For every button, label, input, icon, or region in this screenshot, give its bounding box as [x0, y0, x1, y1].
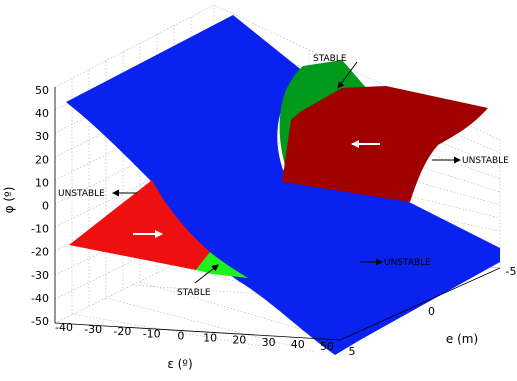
e-tick-label: 5 — [349, 345, 356, 358]
phi-tick-label: -30 — [31, 269, 49, 282]
unstable-upper-region — [282, 86, 488, 202]
phi-tick-label: 0 — [42, 200, 49, 213]
arrow-stable-bottom — [194, 264, 219, 284]
e-axis-label: e (m) — [446, 332, 478, 346]
phi-tick-label: 20 — [35, 153, 49, 166]
e-axis-line — [339, 267, 501, 341]
label-unstable-lower-right: UNSTABLE — [384, 258, 431, 268]
epsilon-tick-label: 40 — [291, 338, 305, 351]
arrow-stable-top — [337, 61, 358, 89]
label-stable-bottom: STABLE — [177, 288, 211, 298]
phi-tick-labels: 50 40 30 20 10 0 -10 -20 -30 -40 -50 — [31, 84, 49, 328]
box-edges — [54, 87, 501, 341]
label-unstable-right: UNSTABLE — [462, 156, 509, 166]
surfaces — [66, 15, 500, 355]
epsilon-tick-label: -30 — [84, 323, 102, 336]
epsilon-tick-label: -10 — [143, 327, 161, 340]
right-wall-frame — [213, 4, 501, 269]
e-tick-label: -5 — [506, 265, 517, 278]
phi-tick-label: 50 — [35, 84, 49, 97]
left-wall-frame — [54, 4, 215, 324]
unstable-lower-region — [69, 180, 210, 270]
phi-tick-label: -10 — [31, 223, 49, 236]
epsilon-tick-label: 20 — [232, 334, 246, 347]
epsilon-tick-label: 10 — [203, 332, 217, 345]
phi-tick-label: -40 — [31, 292, 49, 305]
annotation-labels: STABLE UNSTABLE UNSTABLE UNSTABLE STABLE — [58, 54, 509, 298]
e-tick-labels: 5 0 -5 — [349, 265, 517, 358]
epsilon-axis-line — [54, 322, 341, 341]
phi-tick-label: -20 — [31, 246, 49, 259]
epsilon-axis-label: ε (º) — [167, 357, 192, 371]
flow-arrows — [133, 140, 380, 238]
blue-stability-plane — [66, 15, 500, 355]
label-unstable-left: UNSTABLE — [58, 189, 105, 199]
phi-tick-label: 40 — [35, 107, 49, 120]
phi-tick-label: 10 — [35, 176, 49, 189]
epsilon-tick-label: 30 — [262, 336, 276, 349]
epsilon-tick-label: 50 — [320, 340, 334, 353]
epsilon-tick-labels: -40 -30 -20 -10 0 10 20 30 40 50 — [55, 321, 334, 353]
phi-axis-label: φ (º) — [2, 187, 16, 214]
phi-tick-label: 30 — [35, 130, 49, 143]
epsilon-tick-label: -40 — [55, 321, 73, 334]
e-tick-label: 0 — [428, 305, 435, 318]
epsilon-tick-label: -20 — [113, 325, 131, 338]
epsilon-tick-label: 0 — [177, 329, 184, 342]
label-stable-top: STABLE — [313, 54, 347, 64]
phi-tick-label: -50 — [31, 315, 49, 328]
annotation-arrows — [112, 61, 461, 284]
